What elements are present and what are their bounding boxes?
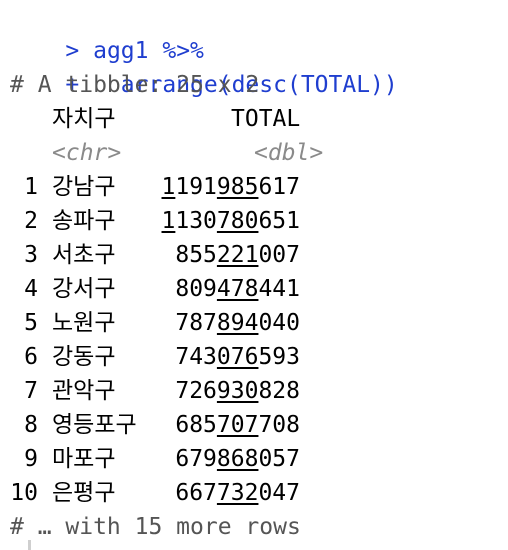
row-index: 2 xyxy=(24,208,38,234)
row-index: 5 xyxy=(24,310,38,336)
column-name-total: TOTAL xyxy=(231,106,301,132)
row-total: 1130780651 xyxy=(161,208,301,234)
row-district: 관악구 xyxy=(52,378,116,404)
row-total: 743076593 xyxy=(175,344,300,370)
column-header-row: 자치구 TOTAL xyxy=(10,102,505,136)
row-district: 송파구 xyxy=(52,208,116,234)
row-total: 679868057 xyxy=(175,446,300,472)
console-command-code: arrange(desc(TOTAL)) xyxy=(93,72,398,98)
row-total: 685707708 xyxy=(175,412,300,438)
tibble-footer: # … with 15 more rows xyxy=(10,514,301,540)
row-total: 726930828 xyxy=(175,378,300,404)
table-row: 4 강서구 809478441 xyxy=(10,272,505,306)
row-total: 787894040 xyxy=(175,310,300,336)
r-console-output: > agg1 %>% + arrange(desc(TOTAL)) # A ti… xyxy=(10,0,505,550)
row-index: 4 xyxy=(24,276,38,302)
row-index: 3 xyxy=(24,242,38,268)
console-continuation-prompt: + xyxy=(65,72,80,98)
row-total: 809478441 xyxy=(175,276,300,302)
row-district: 강동구 xyxy=(52,344,116,370)
row-index: 7 xyxy=(24,378,38,404)
column-type-row: <chr> <dbl> xyxy=(10,136,505,170)
table-row: 6 강동구 743076593 xyxy=(10,340,505,374)
text-cursor xyxy=(28,540,31,550)
column-type-district: <chr> xyxy=(52,140,122,166)
row-district: 노원구 xyxy=(52,310,116,336)
row-district: 서초구 xyxy=(52,242,116,268)
row-total: 667732047 xyxy=(175,480,300,506)
row-index: 10 xyxy=(10,480,38,506)
table-row: 5 노원구 787894040 xyxy=(10,306,505,340)
row-index: 9 xyxy=(24,446,38,472)
row-index: 6 xyxy=(24,344,38,370)
row-district: 은평구 xyxy=(52,480,116,506)
table-row: 1 강남구 1191985617 xyxy=(10,170,505,204)
row-total: 855221007 xyxy=(175,242,300,268)
table-row: 10 은평구 667732047 xyxy=(10,476,505,510)
table-row: 2 송파구 1130780651 xyxy=(10,204,505,238)
row-district: 강남구 xyxy=(52,174,116,200)
table-row: 8 영등포구 685707708 xyxy=(10,408,505,442)
console-command-line-1: > agg1 %>% xyxy=(10,0,204,64)
row-district: 마포구 xyxy=(52,446,116,472)
table-row: 9 마포구 679868057 xyxy=(10,442,505,476)
console-prompt: > xyxy=(65,38,80,64)
row-district: 강서구 xyxy=(52,276,116,302)
table-row: 3 서초구 855221007 xyxy=(10,238,505,272)
console-command-line-2: + arrange(desc(TOTAL)) xyxy=(10,34,397,98)
tibble-header: # A tibble: 25 x 2 xyxy=(10,72,260,98)
column-name-district: 자치구 xyxy=(52,106,116,132)
console-command-code: agg1 %>% xyxy=(93,38,204,64)
row-total: 1191985617 xyxy=(161,174,301,200)
row-district: 영등포구 xyxy=(52,412,137,438)
row-index: 8 xyxy=(24,412,38,438)
table-row: 7 관악구 726930828 xyxy=(10,374,505,408)
column-type-total: <dbl> xyxy=(254,140,324,166)
row-index: 1 xyxy=(24,174,38,200)
